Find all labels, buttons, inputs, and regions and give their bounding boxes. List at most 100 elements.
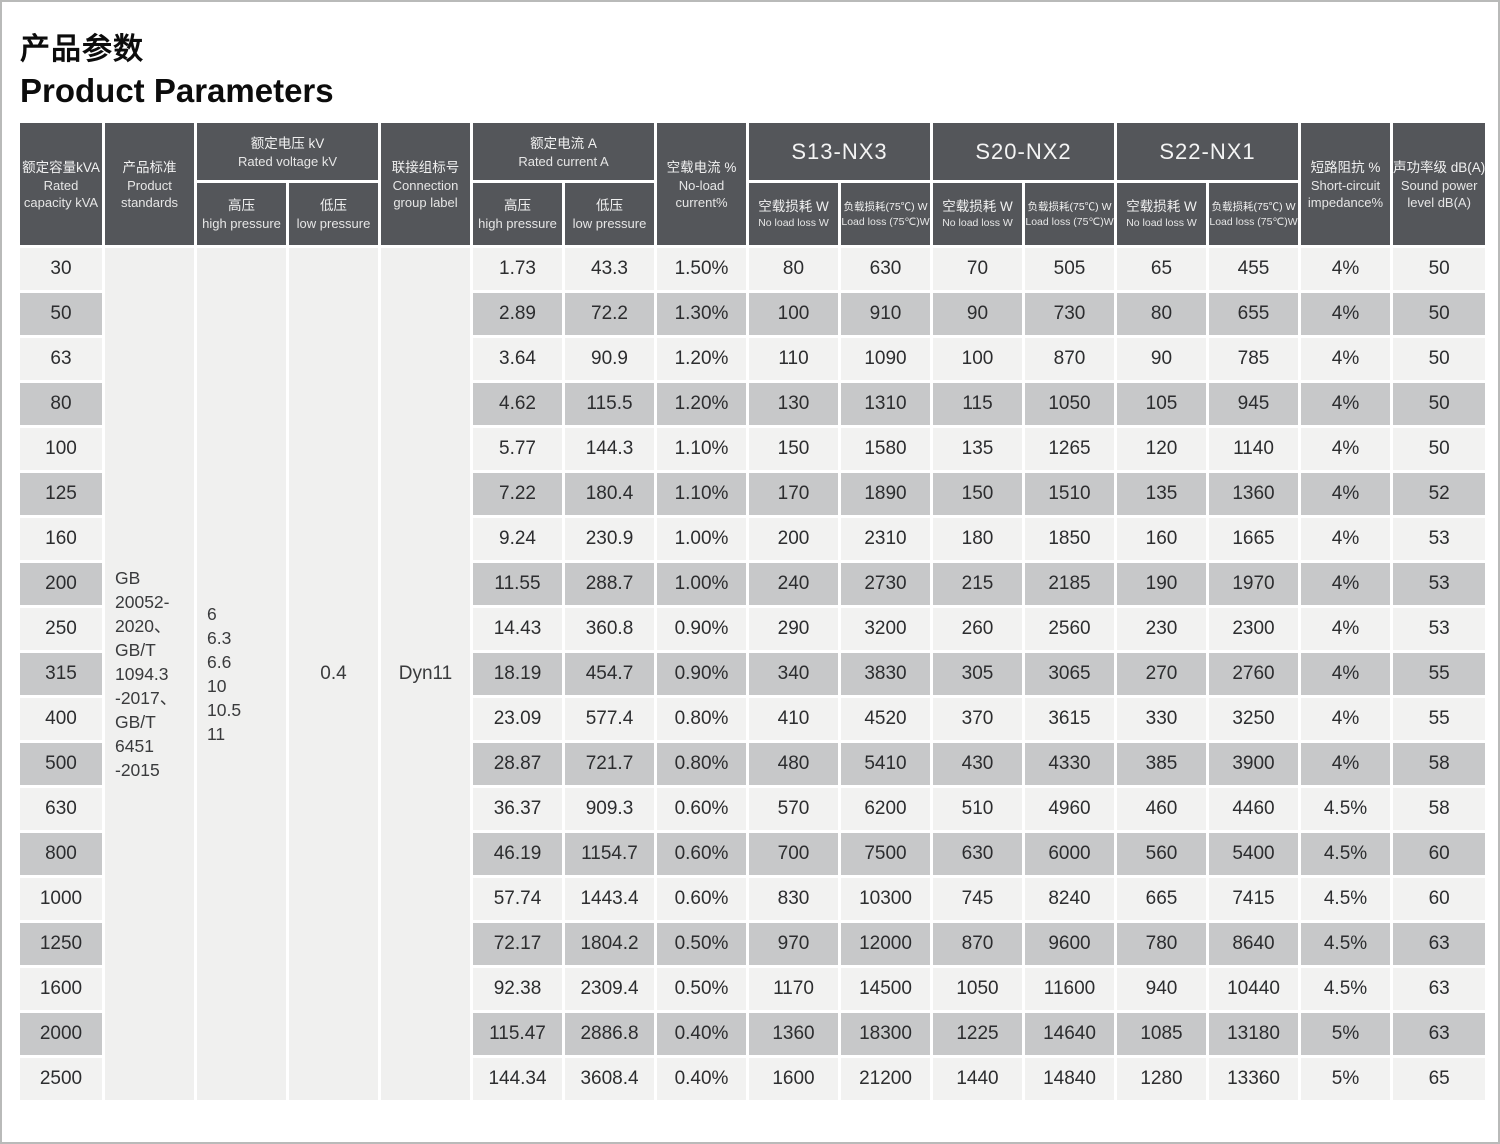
subheader-s20-noload-loss: 空载损耗 W No load loss W [933, 183, 1022, 245]
col-header-short-circuit-impedance: 短路阻抗 % Short-circuit impedance% [1301, 123, 1390, 245]
cell-hv-current: 36.37 [473, 788, 562, 830]
cell-impedance: 4% [1301, 698, 1390, 740]
cell-hv-current: 18.19 [473, 653, 562, 695]
cell-s13-load-loss: 1580 [841, 428, 930, 470]
cell-s20-noload-loss: 370 [933, 698, 1022, 740]
cell-s22-noload-loss: 160 [1117, 518, 1206, 560]
cell-noload-current: 0.80% [657, 743, 746, 785]
cell-rated-capacity: 2500 [20, 1058, 102, 1100]
cell-noload-current: 1.00% [657, 563, 746, 605]
cell-s13-noload-loss: 570 [749, 788, 838, 830]
cell-hv-current: 9.24 [473, 518, 562, 560]
cell-rated-capacity: 1600 [20, 968, 102, 1010]
cell-s20-load-loss: 4330 [1025, 743, 1114, 785]
cell-impedance: 4% [1301, 518, 1390, 560]
cell-sound-level: 55 [1393, 653, 1486, 695]
cell-impedance: 4% [1301, 383, 1390, 425]
col-header-sound-power: 声功率级 dB(A) Sound power level dB(A) [1393, 123, 1486, 245]
cell-impedance: 5% [1301, 1013, 1390, 1055]
cell-s20-noload-loss: 180 [933, 518, 1022, 560]
cell-noload-current: 0.90% [657, 608, 746, 650]
cell-s20-noload-loss: 260 [933, 608, 1022, 650]
cell-sound-level: 50 [1393, 293, 1486, 335]
cell-impedance: 4% [1301, 653, 1390, 695]
cell-noload-current: 1.20% [657, 338, 746, 380]
cell-s20-noload-loss: 510 [933, 788, 1022, 830]
cell-s13-noload-loss: 110 [749, 338, 838, 380]
cell-sound-level: 52 [1393, 473, 1486, 515]
table-row: 800 46.19 1154.7 0.60% 700 7500 630 6000 560 5400… [20, 833, 1486, 875]
cell-s20-load-loss: 1850 [1025, 518, 1114, 560]
table-row: 200 11.55 288.7 1.00% 240 2730 215 2185 190 1970 4… [20, 563, 1486, 605]
cell-noload-current: 1.50% [657, 248, 746, 290]
cell-s20-noload-loss: 1440 [933, 1058, 1022, 1100]
product-parameters-table: 额定容量kVA Rated capacity kVA 产品标准 Product st… [17, 120, 1488, 1103]
cell-s22-load-loss: 1665 [1209, 518, 1298, 560]
cell-connection-group: Dyn11 [381, 248, 470, 1100]
cell-rated-capacity: 1000 [20, 878, 102, 920]
cell-sound-level: 50 [1393, 338, 1486, 380]
cell-hv-current: 92.38 [473, 968, 562, 1010]
subheader-current-low-pressure: 低压 low pressure [565, 183, 654, 245]
cell-lv-current: 721.7 [565, 743, 654, 785]
cell-s13-load-loss: 18300 [841, 1013, 930, 1055]
cell-s22-load-loss: 3250 [1209, 698, 1298, 740]
cell-s13-load-loss: 21200 [841, 1058, 930, 1100]
cell-s20-noload-loss: 630 [933, 833, 1022, 875]
cell-noload-current: 0.60% [657, 878, 746, 920]
cell-impedance: 4% [1301, 338, 1390, 380]
col-header-s20-nx2: S20-NX2 [933, 123, 1114, 180]
col-header-rated-voltage: 额定电压 kV Rated voltage kV [197, 123, 378, 180]
cell-sound-level: 63 [1393, 968, 1486, 1010]
col-header-connection-group: 联接组标号 Connection group label [381, 123, 470, 245]
cell-noload-current: 0.60% [657, 833, 746, 875]
subheader-s22-noload-loss: 空载损耗 W No load loss W [1117, 183, 1206, 245]
cell-lv-current: 360.8 [565, 608, 654, 650]
col-header-rated-capacity: 额定容量kVA Rated capacity kVA [20, 123, 102, 245]
subheader-voltage-high-pressure: 高压 high pressure [197, 183, 286, 245]
cell-s20-noload-loss: 150 [933, 473, 1022, 515]
cell-s13-load-loss: 910 [841, 293, 930, 335]
cell-sound-level: 50 [1393, 428, 1486, 470]
page-title-cn: 产品参数 [20, 33, 144, 66]
subheader-s13-load-loss: 负载损耗(75℃) W Load loss (75℃)W [841, 183, 930, 245]
cell-s20-noload-loss: 100 [933, 338, 1022, 380]
cell-hv-current: 1.73 [473, 248, 562, 290]
cell-impedance: 4% [1301, 563, 1390, 605]
cell-hv-current: 115.47 [473, 1013, 562, 1055]
cell-noload-current: 0.50% [657, 968, 746, 1010]
cell-s22-load-loss: 1360 [1209, 473, 1298, 515]
cell-s22-load-loss: 655 [1209, 293, 1298, 335]
cell-lv-current: 1443.4 [565, 878, 654, 920]
cell-s13-noload-loss: 1360 [749, 1013, 838, 1055]
cell-lv-current: 72.2 [565, 293, 654, 335]
table-row: 100 5.77 144.3 1.10% 150 1580 135 1265 120 1140 4%… [20, 428, 1486, 470]
cell-s22-noload-loss: 230 [1117, 608, 1206, 650]
cell-impedance: 5% [1301, 1058, 1390, 1100]
cell-s13-load-loss: 7500 [841, 833, 930, 875]
page-title-en: Product Parameters [20, 72, 334, 109]
table-row: 2500 144.34 3608.4 0.40% 1600 21200 1440 14840 1… [20, 1058, 1486, 1100]
cell-hv-current: 28.87 [473, 743, 562, 785]
cell-rated-capacity: 125 [20, 473, 102, 515]
cell-rated-capacity: 50 [20, 293, 102, 335]
col-header-s22-nx1: S22-NX1 [1117, 123, 1298, 180]
cell-sound-level: 63 [1393, 923, 1486, 965]
cell-high-pressure-voltages: 6 6.3 6.6 10 10.5 11 [197, 248, 286, 1100]
cell-sound-level: 50 [1393, 248, 1486, 290]
table-row: 50 2.89 72.2 1.30% 100 910 90 730 80 655 4% 50 [20, 293, 1486, 335]
cell-s20-noload-loss: 745 [933, 878, 1022, 920]
cell-s20-load-loss: 3065 [1025, 653, 1114, 695]
cell-impedance: 4% [1301, 293, 1390, 335]
cell-hv-current: 46.19 [473, 833, 562, 875]
subheader-voltage-low-pressure: 低压 low pressure [289, 183, 378, 245]
col-header-product-standards-en: Product standards [120, 177, 179, 210]
cell-noload-current: 1.10% [657, 428, 746, 470]
cell-s20-load-loss: 14840 [1025, 1058, 1114, 1100]
cell-s22-noload-loss: 940 [1117, 968, 1206, 1010]
cell-s13-noload-loss: 100 [749, 293, 838, 335]
cell-noload-current: 0.60% [657, 788, 746, 830]
table-row: 1600 92.38 2309.4 0.50% 1170 14500 1050 11600 94… [20, 968, 1486, 1010]
cell-hv-current: 144.34 [473, 1058, 562, 1100]
subheader-s22-load-loss: 负载损耗(75℃) W Load loss (75℃)W [1209, 183, 1298, 245]
